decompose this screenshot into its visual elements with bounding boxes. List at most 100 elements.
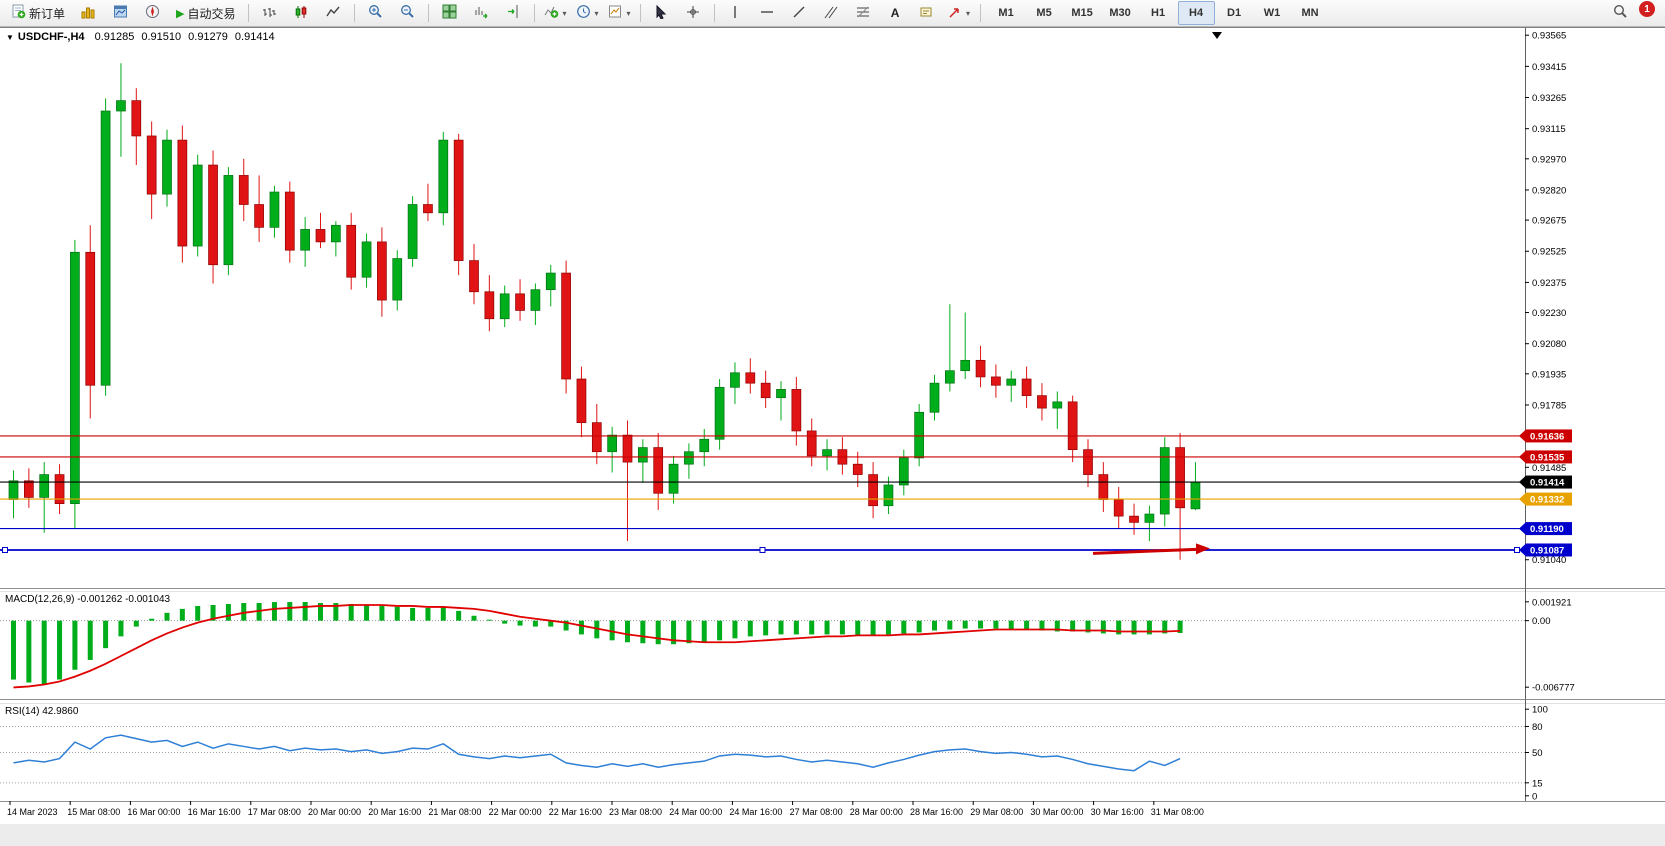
- macd-histogram-bar: [1116, 620, 1122, 635]
- price-tick-label: 0.93115: [1532, 124, 1566, 135]
- candlestick: [499, 285, 510, 328]
- toolbar-separator: [533, 4, 535, 22]
- macd-histogram-bar: [471, 615, 477, 621]
- crosshair-button[interactable]: [678, 1, 709, 25]
- rsi-axis-label: 100: [1532, 705, 1548, 716]
- zoom-in-button[interactable]: [360, 1, 391, 25]
- price-tick-label: 0.91935: [1532, 369, 1566, 380]
- macd-axis-label: 0.00: [1532, 616, 1551, 627]
- macd-histogram-bar: [440, 606, 446, 621]
- bar-chart-button[interactable]: [254, 1, 285, 25]
- candlestick: [24, 468, 34, 508]
- line-handle[interactable]: [1514, 546, 1520, 553]
- timeframe-mn-button[interactable]: MN: [1301, 7, 1319, 19]
- chart-menu-icon[interactable]: ▼: [6, 33, 14, 42]
- navigator-button[interactable]: [137, 1, 168, 25]
- toolbar-separator: [247, 4, 249, 22]
- chart-area[interactable]: 0.93565 0.93415 0.93265 0.93115 0.92970 0.928…: [0, 27, 1665, 824]
- line-handle[interactable]: [759, 546, 766, 553]
- candlestick: [591, 403, 602, 465]
- fibonacci-button[interactable]: [848, 1, 879, 25]
- search-button[interactable]: [1605, 1, 1636, 25]
- timeframe-d1-button[interactable]: D1: [1227, 7, 1242, 19]
- macd-histogram-bar: [1131, 620, 1137, 635]
- time-label: 31 Mar 08:00: [1151, 807, 1204, 817]
- macd-histogram-bar: [563, 620, 569, 631]
- candlestick: [561, 260, 571, 394]
- cursor-button[interactable]: [646, 1, 677, 25]
- horizontal-line-button[interactable]: [752, 1, 783, 25]
- arrow-annotation[interactable]: [1092, 547, 1197, 555]
- price-tick-label: 0.91040: [1532, 555, 1566, 566]
- macd-signal-line: [13, 604, 1181, 689]
- macd-histogram-bar: [1100, 620, 1106, 634]
- macd-histogram-bar: [809, 620, 815, 635]
- candlestick: [1098, 462, 1109, 512]
- macd-histogram-bar: [425, 607, 431, 621]
- candlestick: [545, 264, 556, 307]
- tile-windows-button[interactable]: [434, 1, 465, 25]
- timeframe-h4-button[interactable]: H4: [1177, 1, 1215, 25]
- macd-histogram-bar: [333, 603, 339, 621]
- arrow-annotation-head[interactable]: [1196, 543, 1210, 555]
- macd-histogram-bar: [118, 620, 124, 637]
- channel-button[interactable]: [816, 1, 847, 25]
- time-label: 20 Mar 00:00: [308, 807, 361, 817]
- price-badge-label: 0.91414: [1530, 478, 1565, 489]
- price-chart-canvas[interactable]: 0.93565 0.93415 0.93265 0.93115 0.92970 0.928…: [0, 28, 1665, 824]
- auto-scroll-icon: [474, 4, 489, 22]
- time-label: 22 Mar 16:00: [549, 807, 602, 817]
- trendline-button[interactable]: [784, 1, 815, 25]
- timeframe-h1-button[interactable]: H1: [1151, 7, 1166, 19]
- candlestick: [684, 443, 694, 479]
- text-button[interactable]: A: [880, 1, 911, 25]
- notification-badge[interactable]: 1: [1639, 1, 1655, 17]
- macd-histogram-bar: [747, 620, 753, 637]
- macd-histogram-bar: [41, 620, 47, 685]
- time-label: 29 Mar 08:00: [970, 807, 1023, 817]
- macd-histogram-bar: [179, 608, 185, 621]
- vertical-line-button[interactable]: [720, 1, 751, 25]
- price-tick-label: 0.91785: [1532, 400, 1566, 411]
- candlestick-chart-button[interactable]: [286, 1, 317, 25]
- periods-button[interactable]: ▾: [572, 1, 603, 25]
- candlestick: [192, 154, 203, 257]
- macd-value-signal: -0.001043: [125, 594, 171, 605]
- auto-scroll-button[interactable]: [466, 1, 497, 25]
- timeframe-m30-button[interactable]: M30: [1109, 7, 1131, 19]
- templates-button[interactable]: ▾: [604, 1, 635, 25]
- timeframe-m5-button[interactable]: M5: [1036, 7, 1052, 19]
- toolbar-separator: [427, 4, 429, 22]
- chart-title: ▼ USDCHF-,H4 0.91285 0.91510 0.91279 0.91414: [6, 31, 275, 43]
- timeframe-m15-button[interactable]: M15: [1071, 7, 1093, 19]
- price-tick-label: 0.92375: [1532, 278, 1566, 289]
- label-button[interactable]: [912, 1, 943, 25]
- macd-histogram-bar: [1008, 620, 1014, 630]
- toolbar-separator: [979, 4, 981, 22]
- macd-histogram-bar: [241, 603, 247, 621]
- charts-button[interactable]: [73, 1, 104, 25]
- autotrading-button[interactable]: ▶ 自动交易: [169, 2, 242, 24]
- candlestick: [1006, 370, 1017, 402]
- candlestick: [1083, 439, 1093, 488]
- zoom-out-button[interactable]: [392, 1, 423, 25]
- ohlc-close: 0.91414: [234, 31, 275, 43]
- price-tick-label: 0.92230: [1532, 308, 1566, 319]
- chart-shift-marker[interactable]: [1212, 32, 1222, 39]
- indicators-button[interactable]: ▾: [540, 1, 571, 25]
- chart-shift-button[interactable]: [498, 1, 529, 25]
- profiles-button[interactable]: [105, 1, 136, 25]
- macd-histogram-bar: [609, 620, 615, 641]
- line-chart-button[interactable]: [318, 1, 349, 25]
- macd-histogram-bar: [1054, 620, 1060, 632]
- line-handle[interactable]: [2, 546, 8, 553]
- price-tick-label: 0.91485: [1532, 463, 1566, 474]
- timeframe-w1-button[interactable]: W1: [1263, 7, 1281, 19]
- time-label: 16 Mar 00:00: [127, 807, 180, 817]
- new-order-button[interactable]: 新订单: [4, 2, 72, 24]
- candlestick: [929, 374, 940, 421]
- timeframe-m1-button[interactable]: M1: [998, 7, 1014, 19]
- chart-shift-icon: [506, 4, 521, 22]
- arrows-button[interactable]: ▾: [944, 1, 975, 25]
- candlestick: [1175, 433, 1185, 560]
